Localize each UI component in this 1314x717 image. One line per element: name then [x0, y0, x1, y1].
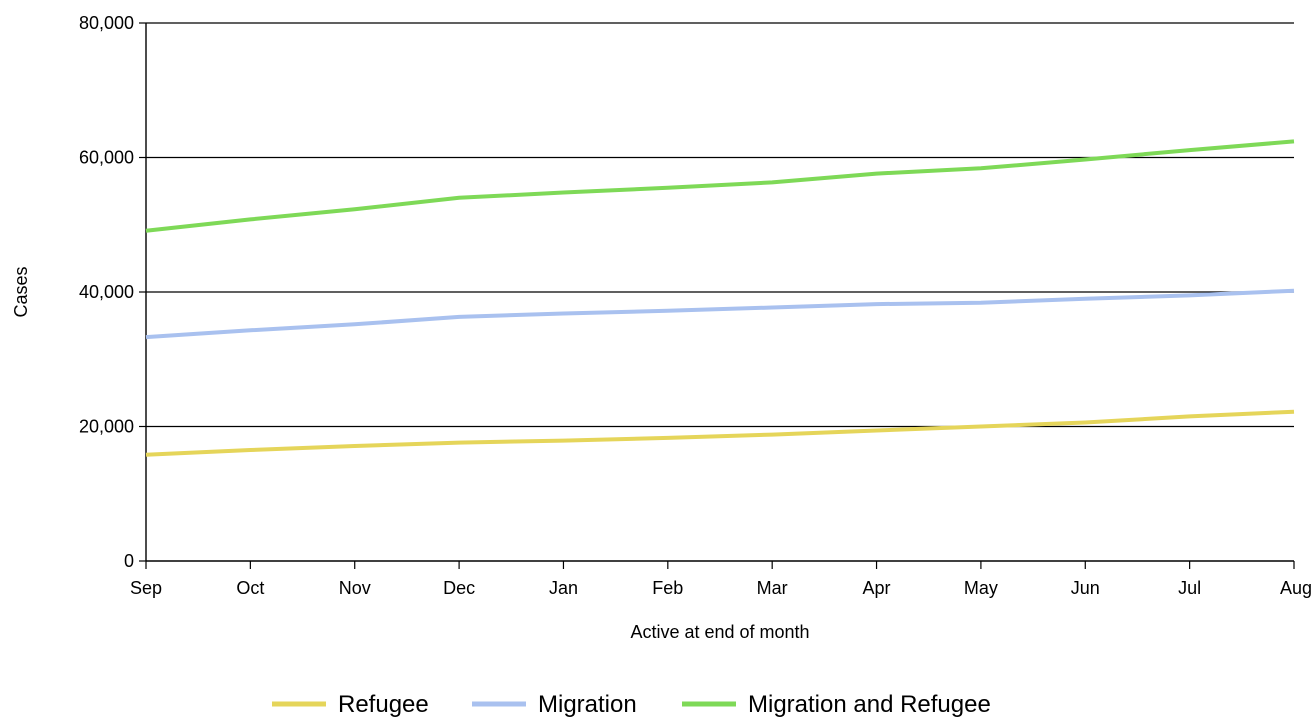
y-axis-title: Cases: [11, 266, 31, 317]
x-tick-label: Feb: [652, 578, 683, 598]
axes: [139, 22, 1295, 569]
legend: Refugee Migration Migration and Refugee: [272, 691, 991, 717]
legend-label: Migration and Refugee: [748, 691, 991, 717]
x-tick-label: Jun: [1071, 578, 1100, 598]
y-tick-label: 20,000: [79, 417, 134, 437]
legend-label: Refugee: [338, 691, 429, 717]
y-tick-label: 60,000: [79, 148, 134, 168]
x-tick-label: May: [964, 578, 998, 598]
legend-label: Migration: [538, 691, 637, 717]
y-tick-label: 0: [124, 551, 134, 571]
x-tick-label: Dec: [443, 578, 475, 598]
x-tick-label: Sep: [130, 578, 162, 598]
series-line: [145, 288, 1295, 340]
tick-labels: 0 20,000 40,000 60,000 80,000 Sep Oct Nov Dec Jan…: [79, 13, 1312, 598]
x-tick-label: Apr: [863, 578, 891, 598]
x-axis-title: Active at end of month: [630, 622, 809, 642]
series-line: [145, 139, 1295, 233]
series-line: [145, 409, 1295, 457]
x-tick-label: Jul: [1178, 578, 1201, 598]
x-tick-label: Mar: [757, 578, 788, 598]
x-tick-label: Nov: [339, 578, 371, 598]
legend-entry: Migration: [472, 691, 637, 717]
legend-entry: Refugee: [272, 691, 429, 717]
legend-entry: Migration and Refugee: [682, 691, 991, 717]
series-lines: [145, 139, 1295, 457]
x-tick-label: Aug: [1280, 578, 1312, 598]
x-tick-label: Oct: [236, 578, 264, 598]
y-tick-label: 40,000: [79, 282, 134, 302]
grid-lines: [146, 22, 1294, 428]
x-tick-label: Jan: [549, 578, 578, 598]
y-tick-label: 80,000: [79, 13, 134, 33]
